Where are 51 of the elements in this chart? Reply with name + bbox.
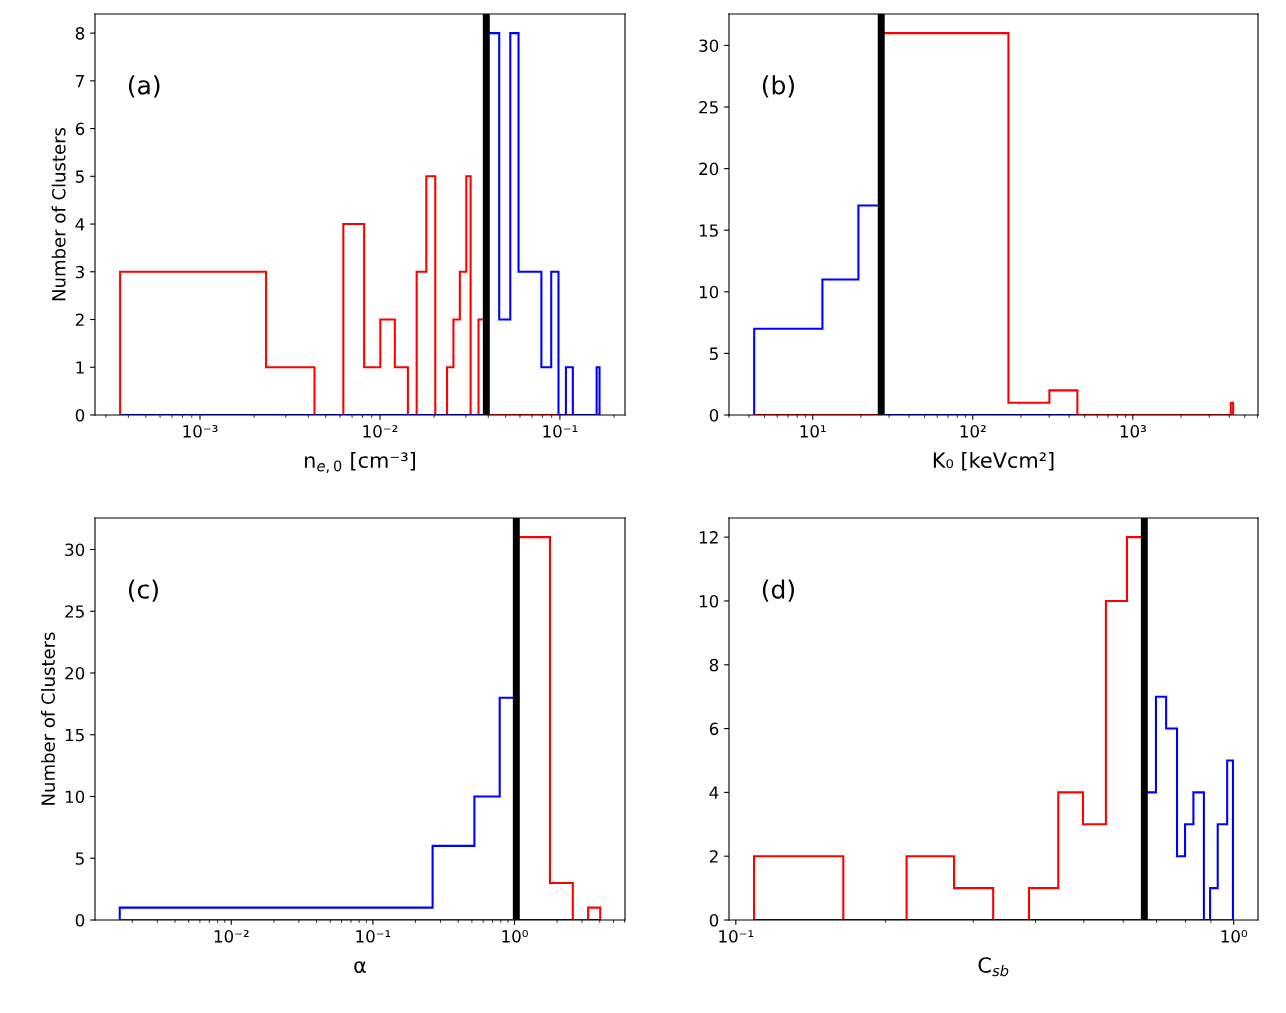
y-tick-label: 15 (65, 728, 84, 742)
y-tick-label: 0 (75, 913, 85, 927)
y-tick-label: 2 (709, 850, 718, 863)
y-tick-label: 25 (699, 100, 718, 114)
y-tick-label: 7 (76, 75, 84, 88)
x-tick-label: 10⁻¹ (356, 930, 391, 943)
x-axis-title: α (354, 961, 366, 974)
y-tick-label: 1 (76, 361, 84, 374)
y-axis-title: Number of Clusters (41, 632, 56, 805)
annotation: (d) (762, 579, 794, 602)
y-tick-label: 3 (75, 265, 84, 279)
y-tick-label: 5 (709, 347, 718, 360)
y-tick-label: 0 (709, 913, 719, 927)
y-tick-label: 20 (65, 666, 85, 680)
annotation: (a) (128, 75, 160, 98)
x-axis-title: K₀ [keVcm²] (933, 451, 1054, 471)
y-tick-label: 20 (699, 162, 719, 176)
x-tick-label: 10¹ (800, 425, 826, 438)
y-tick-label: 5 (75, 170, 84, 183)
y-tick-label: 8 (709, 658, 719, 672)
x-tick-label: 10⁻¹ (719, 930, 754, 943)
y-tick-label: 0 (709, 408, 719, 422)
y-tick-label: 25 (65, 605, 84, 618)
y-tick-label: 6 (75, 122, 85, 136)
annotation: (b) (762, 75, 794, 98)
x-tick-label: 10⁻² (363, 425, 398, 438)
y-tick-label: 4 (709, 786, 719, 799)
y-tick-label: 0 (75, 408, 85, 422)
y-tick-label: 30 (699, 39, 719, 52)
x-axis-title: n$_{e,0}$ [cm⁻³] (305, 451, 416, 473)
y-tick-label: 15 (699, 224, 718, 237)
y-tick-label: 10 (65, 790, 85, 804)
y-tick-label: 8 (75, 27, 85, 40)
y-tick-label: 10 (699, 594, 719, 608)
x-axis-title: C$_{sb}$ (978, 957, 1009, 977)
y-tick-label: 4 (75, 218, 85, 231)
x-tick-label: 10⁰ (1221, 930, 1248, 943)
x-tick-label: 10³ (1120, 425, 1146, 438)
annotation: (c) (128, 579, 158, 602)
x-tick-label: 10² (960, 425, 986, 438)
y-tick-label: 6 (709, 722, 719, 736)
y-tick-label: 12 (699, 531, 718, 544)
y-tick-label: 5 (75, 852, 84, 865)
x-tick-label: 10⁻³ (183, 425, 218, 438)
x-tick-label: 10⁻² (214, 930, 249, 943)
x-tick-label: 10⁻¹ (543, 425, 578, 438)
y-axis-title: Number of Clusters (51, 127, 66, 301)
y-tick-label: 2 (75, 313, 84, 326)
y-tick-label: 10 (699, 285, 719, 299)
y-tick-label: 30 (65, 543, 85, 557)
x-tick-label: 10⁰ (502, 930, 528, 943)
